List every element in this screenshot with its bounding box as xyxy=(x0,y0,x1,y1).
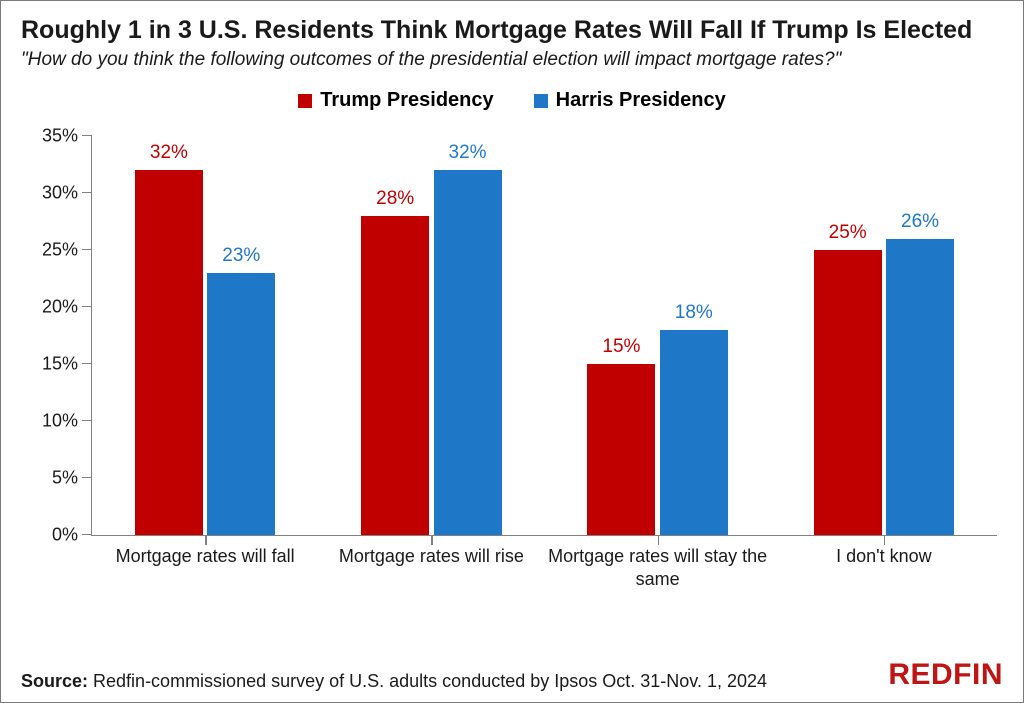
chart-legend: Trump Presidency Harris Presidency xyxy=(21,89,1003,112)
y-tick-label: 5% xyxy=(52,468,92,489)
bar: 23% xyxy=(207,273,275,535)
redfin-logo: REDFIN xyxy=(888,658,1003,692)
y-tick-label: 30% xyxy=(42,183,92,204)
legend-swatch xyxy=(298,94,312,108)
chart-title: Roughly 1 in 3 U.S. Residents Think Mort… xyxy=(21,15,1003,45)
legend-item: Trump Presidency xyxy=(298,89,493,112)
bar-value-label: 32% xyxy=(449,142,487,170)
source-label: Source: xyxy=(21,671,88,691)
bar-value-label: 23% xyxy=(222,245,260,273)
bar-value-label: 15% xyxy=(602,336,640,364)
y-tick-label: 20% xyxy=(42,297,92,318)
y-tick-label: 15% xyxy=(42,354,92,375)
chart-frame: Roughly 1 in 3 U.S. Residents Think Mort… xyxy=(0,0,1024,703)
legend-item: Harris Presidency xyxy=(534,89,726,112)
chart-footer: Source: Redfin-commissioned survey of U.… xyxy=(21,658,1003,692)
x-category-label: Mortgage rates will fall xyxy=(92,535,318,568)
bar-value-label: 25% xyxy=(829,222,867,250)
legend-label: Trump Presidency xyxy=(320,89,493,112)
y-tick-label: 25% xyxy=(42,240,92,261)
bar: 25% xyxy=(814,250,882,535)
chart-subtitle: "How do you think the following outcomes… xyxy=(21,49,1003,71)
y-tick-label: 0% xyxy=(52,525,92,546)
y-tick-label: 10% xyxy=(42,411,92,432)
x-category-label: Mortgage rates will stay the same xyxy=(545,535,771,590)
legend-swatch xyxy=(534,94,548,108)
legend-label: Harris Presidency xyxy=(556,89,726,112)
source-text: Redfin-commissioned survey of U.S. adult… xyxy=(88,671,767,691)
bar: 15% xyxy=(587,364,655,535)
bar: 32% xyxy=(135,170,203,535)
x-category-label: I don't know xyxy=(771,535,997,568)
x-category-label: Mortgage rates will rise xyxy=(318,535,544,568)
bar-value-label: 32% xyxy=(150,142,188,170)
bar-value-label: 18% xyxy=(675,302,713,330)
bar: 28% xyxy=(361,216,429,535)
plot-area: 0%5%10%15%20%25%30%35%Mortgage rates wil… xyxy=(91,136,997,536)
y-tick-label: 35% xyxy=(42,126,92,147)
bar: 32% xyxy=(434,170,502,535)
bar: 26% xyxy=(886,239,954,535)
bar: 18% xyxy=(660,330,728,535)
bar-value-label: 26% xyxy=(901,211,939,239)
source-line: Source: Redfin-commissioned survey of U.… xyxy=(21,671,767,692)
chart-area: 0%5%10%15%20%25%30%35%Mortgage rates wil… xyxy=(21,130,1003,600)
bar-value-label: 28% xyxy=(376,188,414,216)
